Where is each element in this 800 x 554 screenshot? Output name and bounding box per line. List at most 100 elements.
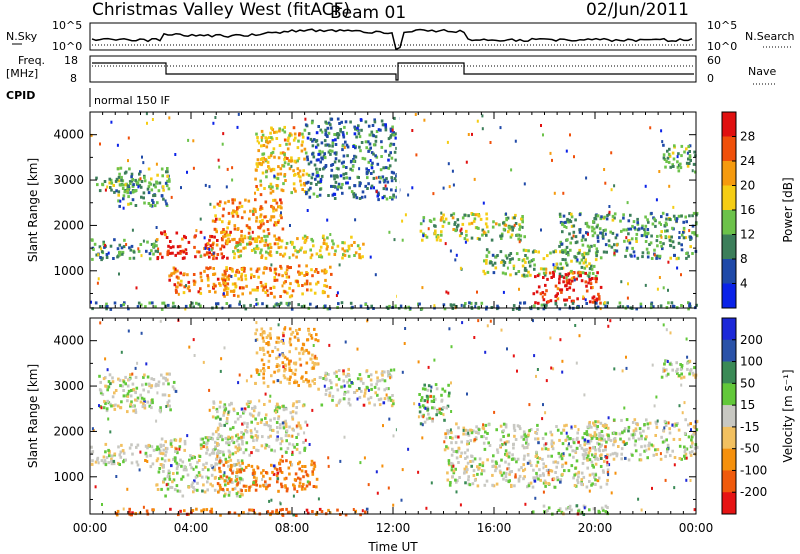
cell (256, 288, 259, 292)
cell (644, 215, 647, 219)
cell (236, 449, 240, 453)
cell (481, 228, 485, 232)
cell (223, 294, 226, 298)
cell (325, 284, 329, 288)
cell (313, 461, 316, 465)
cell (267, 155, 271, 159)
cell (580, 479, 583, 483)
cell (117, 179, 121, 183)
cell (262, 367, 265, 371)
cell (354, 509, 357, 513)
cell (260, 223, 263, 227)
cell (256, 136, 259, 139)
cell (140, 180, 144, 183)
cell (306, 480, 310, 484)
cell (447, 430, 451, 434)
cell (239, 470, 243, 474)
cell (381, 378, 384, 382)
cell (369, 396, 373, 400)
cell (129, 248, 133, 252)
cell (253, 239, 257, 243)
cell (135, 398, 139, 402)
cell (646, 255, 650, 259)
cell (466, 238, 469, 242)
cell (561, 442, 565, 446)
cell (323, 268, 327, 272)
cell (435, 387, 439, 391)
cell (450, 381, 452, 385)
cell (285, 450, 288, 454)
cell (187, 280, 191, 284)
cell (242, 432, 245, 436)
cell (183, 234, 186, 238)
cell (221, 487, 225, 491)
cell (223, 409, 226, 413)
cell (668, 154, 672, 158)
cell (442, 303, 446, 307)
cell (300, 246, 303, 250)
cell (206, 274, 209, 278)
cell (456, 223, 460, 227)
cell (127, 389, 131, 393)
cell (675, 361, 678, 365)
cell (303, 349, 306, 353)
cell (289, 224, 291, 227)
cell (315, 485, 318, 489)
cell (596, 305, 600, 309)
cell (326, 236, 329, 240)
cell (314, 177, 317, 181)
cell (152, 201, 155, 205)
cell (353, 184, 356, 188)
cell (419, 222, 423, 226)
cell (273, 276, 276, 280)
cell (180, 279, 183, 283)
cell (96, 458, 99, 462)
cell (519, 301, 522, 305)
cell (594, 258, 598, 262)
cell (325, 247, 329, 251)
cell (231, 211, 234, 215)
cell (313, 291, 317, 295)
cell (623, 406, 626, 410)
cell (273, 221, 277, 225)
cell (225, 266, 228, 270)
cell (281, 331, 285, 335)
cell (519, 238, 522, 242)
cell (192, 139, 195, 143)
cell (177, 276, 180, 280)
cell (570, 259, 573, 263)
cell (303, 147, 307, 151)
cell (248, 217, 251, 221)
cell (262, 339, 265, 343)
cell (596, 234, 600, 238)
cell (362, 381, 365, 385)
cell (120, 443, 123, 447)
cell (488, 444, 492, 447)
cell (592, 421, 595, 425)
cell (491, 459, 494, 463)
cell (131, 184, 135, 188)
cell (482, 269, 485, 273)
cell (476, 465, 479, 469)
cell (472, 213, 475, 216)
cell (440, 211, 443, 215)
cell (269, 154, 273, 158)
cell (366, 176, 369, 180)
cell (417, 415, 420, 419)
cell (392, 195, 395, 199)
cell (216, 428, 220, 432)
cell (252, 212, 255, 216)
data-band (419, 212, 526, 242)
cell (483, 483, 487, 487)
cell (558, 455, 562, 459)
beam-label: Beam 01 (330, 3, 406, 23)
cell (258, 399, 261, 403)
cell (211, 219, 215, 223)
cell (188, 458, 191, 462)
cell (394, 179, 398, 183)
cell (262, 160, 265, 164)
cell (284, 484, 287, 488)
cell (109, 307, 113, 311)
cell (578, 213, 582, 217)
cell (259, 179, 262, 183)
